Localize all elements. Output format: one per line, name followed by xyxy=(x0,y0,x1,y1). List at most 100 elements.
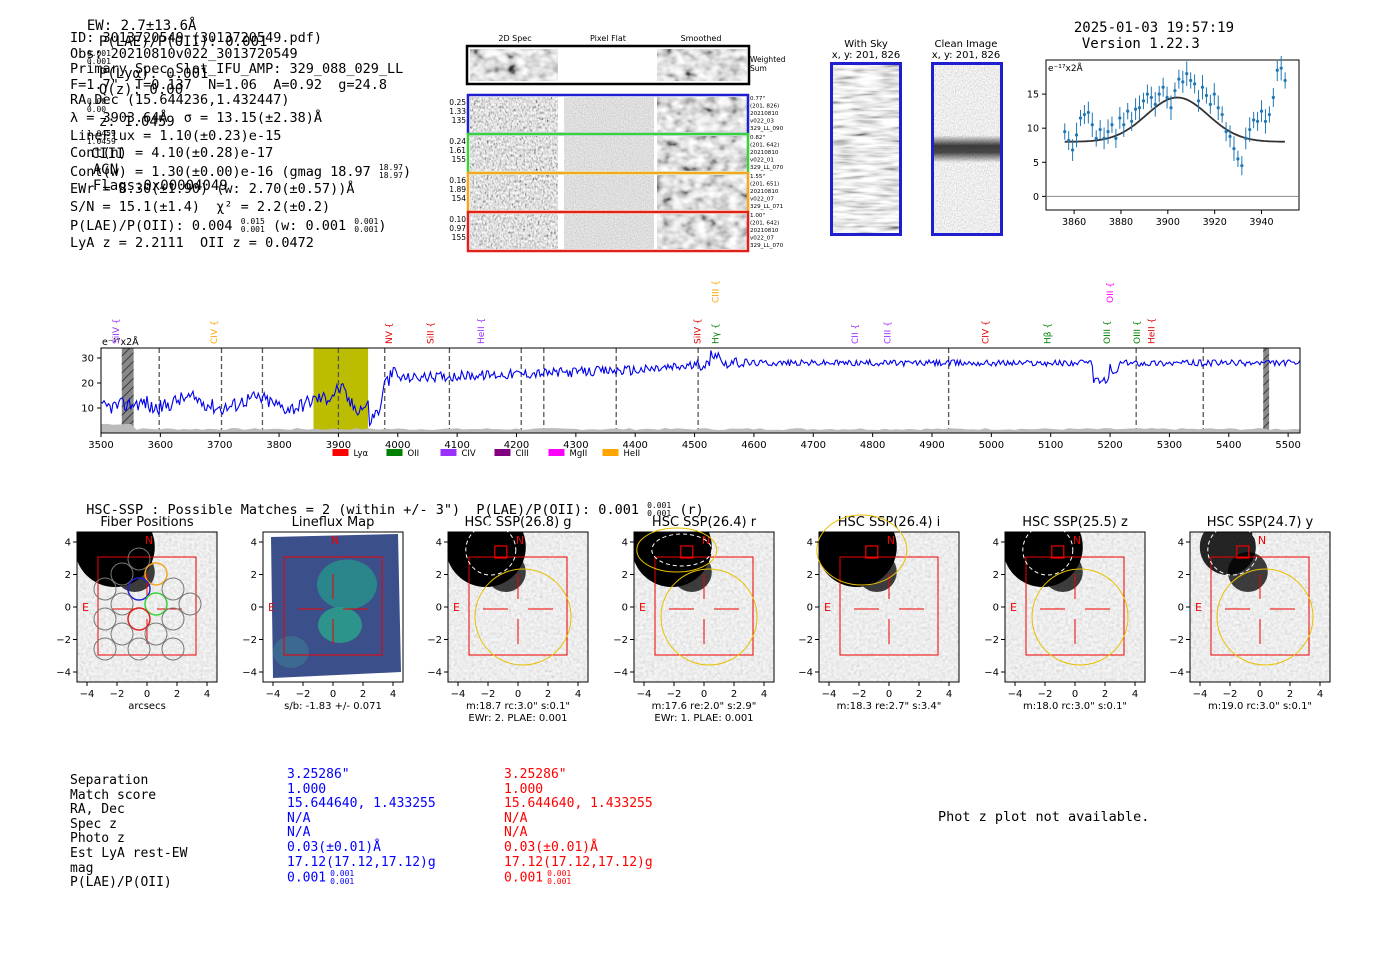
spec2d-row-right-value: (201, 642) xyxy=(750,143,779,149)
cutout-xtick: 4 xyxy=(389,689,395,700)
match-table-label: mag xyxy=(70,860,94,876)
spectral-line-label: CIII { xyxy=(883,321,893,344)
spectrum-xtick-label: 4100 xyxy=(444,440,469,451)
cutout-ytick: −4 xyxy=(1169,668,1184,679)
match-aperture xyxy=(660,568,757,666)
spec2d-row-left-value: 155 xyxy=(452,155,467,164)
north-marker: N xyxy=(330,534,338,547)
header-qz-range: 0.00 0.00 xyxy=(86,97,107,114)
cutout-xtick: 0 xyxy=(144,689,150,700)
fiber-circle xyxy=(93,577,117,601)
zoom-data-point xyxy=(1078,109,1083,127)
cutout-ytick: 2 xyxy=(807,570,813,581)
header-qz: Q(z): 0.00 xyxy=(98,82,184,98)
aperture-box xyxy=(97,556,197,656)
cutout-xtick: 0 xyxy=(1257,689,1263,700)
match-table-value: 0.03(±0.01)Å xyxy=(287,839,381,855)
svg-text:CIII: CIII xyxy=(515,449,528,459)
fiber-circle xyxy=(178,592,202,616)
cutout-ytick: −2 xyxy=(1169,635,1184,646)
with-sky-image xyxy=(830,62,902,236)
spectrum-legend-entry: CIV xyxy=(440,449,476,459)
zoom-data-point xyxy=(1196,90,1201,112)
cutout-xtick: 0 xyxy=(329,689,335,700)
cutout-xtick: 2 xyxy=(174,689,180,700)
zoom-data-point xyxy=(1181,70,1185,93)
spectrum-xtick-label: 3700 xyxy=(207,440,232,451)
hsc-title: HSC-SSP : Possible Matches = 2 (within +… xyxy=(86,501,704,519)
zoom-xtick-label: 3860 xyxy=(1062,217,1086,228)
zoom-data-point xyxy=(1118,107,1122,129)
spec2d-row-right-value: v022_07 xyxy=(750,236,774,242)
info-plae: P(LAE)/P(OII): 0.004 0.015 0.001 (w: 0.00… xyxy=(70,216,387,234)
cutout-ytick: −4 xyxy=(613,668,628,679)
header-flags: Flags:0x00004049 xyxy=(92,178,228,194)
spectral-line-label: SiIV { xyxy=(694,318,704,344)
fiber-circle xyxy=(127,637,151,661)
cutout-ytick: 0 xyxy=(807,603,813,614)
zoom-ytick-label: 0 xyxy=(1033,192,1039,203)
cutout-ytick: 4 xyxy=(436,538,442,549)
masked-region xyxy=(121,348,134,433)
match-table-value: N/A xyxy=(504,825,528,841)
match-aperture xyxy=(1216,568,1314,666)
cutout-xtick: −4 xyxy=(1193,689,1208,700)
zoom-data-point xyxy=(1173,82,1177,99)
cutout-caption-2: EWr: 2. PLAE: 0.001 xyxy=(468,713,567,724)
spec2d-row-left-value: 1.89 xyxy=(449,185,466,194)
spectral-line-label: CIII { xyxy=(711,280,721,303)
cutout-title: Fiber Positions xyxy=(100,515,193,530)
spectrum-ytick-label: 30 xyxy=(81,354,94,365)
svg-text:HeII: HeII xyxy=(623,449,640,459)
spec2d-row-left-value: 1.33 xyxy=(449,107,466,116)
zoom-data-point xyxy=(1133,98,1138,120)
spec2d-col-label-1: 2D Spec xyxy=(498,34,531,43)
candidate-marker xyxy=(679,545,693,559)
spectrum-xtick-label: 5200 xyxy=(1097,440,1122,451)
svg-text:CIV: CIV xyxy=(461,449,475,459)
east-marker: E xyxy=(639,601,646,614)
spec2d-row-right-value: 20210810 xyxy=(750,150,779,156)
spec2d-row-right-value: v022_01 xyxy=(750,158,774,164)
cutout-title: HSC SSP(26.8) g xyxy=(464,515,571,530)
cutout-ytick: 2 xyxy=(65,570,71,581)
header-z-range: 1.0459 1.0459 xyxy=(86,129,116,146)
zoom-data-point xyxy=(1149,86,1153,109)
zoom-data-point xyxy=(1169,95,1173,120)
aperture-box xyxy=(468,556,568,656)
spectrum-xtick-label: 3500 xyxy=(88,440,113,451)
zoom-data-point xyxy=(1102,127,1106,150)
header-version: Version 1.22.3 xyxy=(1081,36,1200,52)
cutout-title: HSC SSP(26.4) r xyxy=(651,515,756,530)
zoom-data-point xyxy=(1271,87,1275,108)
header-plae: P(LAE)/P(OII): 0.001 xyxy=(98,34,268,50)
cutout-ytick: 4 xyxy=(250,538,256,549)
zoom-data-point xyxy=(1204,87,1209,104)
header-summary: EW: 2.7±13.6Å P(LAE)/P(OII): 0.001 0.001… xyxy=(70,2,268,194)
zoom-data-point xyxy=(1236,150,1240,168)
cutout-xtick: 4 xyxy=(1131,689,1137,700)
match-table-label: Separation xyxy=(70,773,149,788)
spec2d-row-left-value: 0.25 xyxy=(449,98,466,107)
header-datetime: 2025-01-03 19:57:19 xyxy=(1073,20,1235,36)
info-lambda: λ = 3903.64Å σ = 13.15(±2.38)Å xyxy=(70,109,322,126)
match-table-label: P(LAE)/P(OII) xyxy=(70,875,172,891)
match-table-label: Spec z xyxy=(70,816,117,832)
spec2d-row-left-value: 135 xyxy=(452,116,467,125)
zoom-data-point xyxy=(1216,95,1220,120)
cutout-ytick: 0 xyxy=(621,603,627,614)
spec2d-row-right-value: 1.55" xyxy=(750,174,765,180)
spec2d-row-left-value: 155 xyxy=(452,233,467,242)
aperture-box xyxy=(1025,556,1124,656)
spectrum-xtick-label: 5300 xyxy=(1157,440,1182,451)
spec2d-row-left-value: 0.24 xyxy=(449,137,466,146)
cutout-xtick: −4 xyxy=(1007,689,1022,700)
zoom-data-point xyxy=(1193,74,1197,94)
fiber-circle xyxy=(127,547,151,571)
zoom-chart-ylabel: e⁻¹⁷x2Å xyxy=(1048,62,1084,74)
spectral-line-label: SiIV { xyxy=(112,318,122,344)
match-table-value: N/A xyxy=(504,810,528,826)
